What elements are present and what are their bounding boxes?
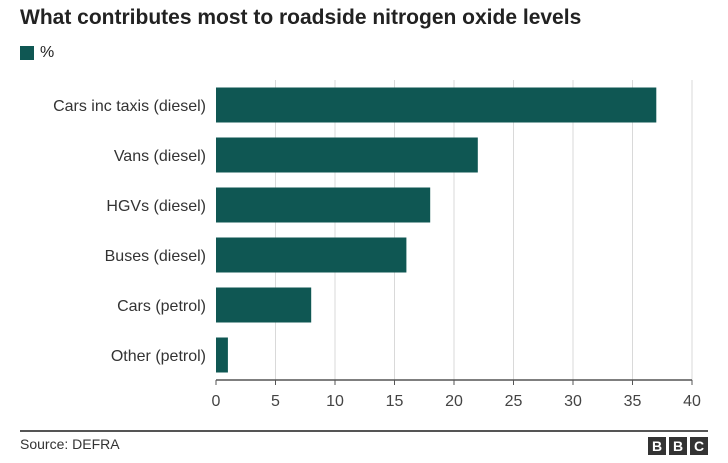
legend-label: % <box>40 44 55 61</box>
x-tick-label: 10 <box>326 393 344 410</box>
category-label: HGVs (diesel) <box>106 198 206 215</box>
bar <box>216 287 312 323</box>
category-label: Cars (petrol) <box>117 298 206 315</box>
bar <box>216 237 407 273</box>
bar <box>216 137 478 173</box>
x-tick-label: 0 <box>212 393 221 410</box>
category-label: Other (petrol) <box>111 348 206 365</box>
bbc-logo: B B C <box>648 437 708 455</box>
x-tick-label: 25 <box>505 393 523 410</box>
legend: % <box>20 44 54 62</box>
bbc-logo-letter: C <box>690 437 708 455</box>
bbc-logo-letter: B <box>669 437 687 455</box>
category-label: Vans (diesel) <box>114 148 206 165</box>
category-label: Cars inc taxis (diesel) <box>53 98 206 115</box>
x-tick-label: 30 <box>564 393 582 410</box>
bbc-logo-letter: B <box>648 437 666 455</box>
x-tick-label: 15 <box>386 393 404 410</box>
bar <box>216 187 431 223</box>
bar <box>216 337 228 373</box>
source-note: Source: DEFRA <box>20 436 120 452</box>
x-tick-label: 5 <box>271 393 280 410</box>
footer-divider <box>20 430 708 432</box>
x-tick-label: 35 <box>624 393 642 410</box>
x-tick-label: 40 <box>683 393 701 410</box>
category-label: Buses (diesel) <box>105 248 206 265</box>
chart-title: What contributes most to roadside nitrog… <box>20 6 582 29</box>
bar <box>216 87 657 123</box>
legend-swatch <box>20 46 34 60</box>
x-tick-label: 20 <box>445 393 463 410</box>
